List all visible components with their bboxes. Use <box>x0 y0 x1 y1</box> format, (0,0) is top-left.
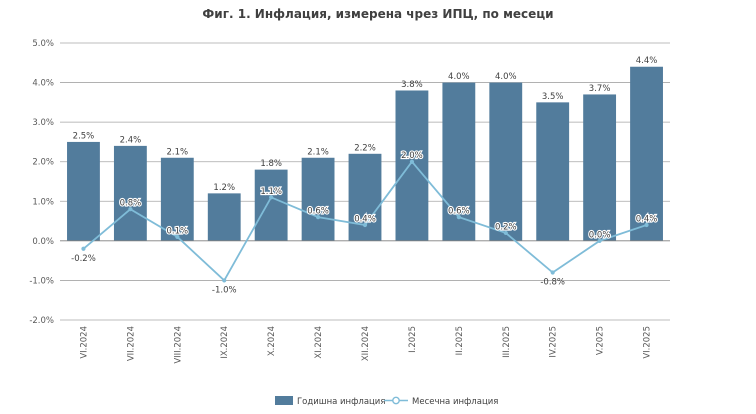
bar-data-label: 2.2% <box>354 143 376 153</box>
line-point <box>503 230 508 236</box>
line-data-label: 0.8% <box>120 199 142 209</box>
bar <box>207 193 241 241</box>
bar-data-label: 1.8% <box>260 159 282 169</box>
bar <box>395 90 429 241</box>
bar-series <box>67 66 663 241</box>
x-axis-ticks: VI.2024 VII.2024 VIII.2024 IX.2024 X.2024 XI.… <box>79 326 652 364</box>
x-tick-label: III.2025 <box>502 326 512 358</box>
bar <box>630 66 663 241</box>
line-data-label: 0.4% <box>354 215 376 225</box>
line-point <box>128 207 133 212</box>
y-tick-label: -1.0% <box>29 276 54 286</box>
line-point <box>81 246 86 251</box>
x-tick-label: VI.2025 <box>643 326 653 359</box>
bar <box>489 82 523 241</box>
bar-data-label: 2.5% <box>73 131 95 141</box>
bar-data-label: 4.4% <box>636 56 658 66</box>
bar-data-label: 3.5% <box>542 92 564 102</box>
line-data-label: 0.0% <box>589 230 611 240</box>
y-tick-label: -2.0% <box>29 316 54 326</box>
x-tick-label: VII.2024 <box>126 326 136 361</box>
legend-swatch-marker <box>392 396 400 405</box>
line-point <box>550 270 555 275</box>
line-point <box>175 234 180 239</box>
bar-data-label: 3.8% <box>401 80 423 90</box>
bar <box>536 102 570 241</box>
line-point <box>269 195 274 200</box>
line-data-label: 0.4% <box>636 215 658 225</box>
bar <box>583 94 617 241</box>
legend: Годишна инфлация Месечна инфлация <box>275 396 498 407</box>
line-series <box>81 159 649 283</box>
x-tick-label: VIII.2024 <box>173 326 183 364</box>
line-data-labels: -0.2% 0.8% 0.1% -1.0% 1.1% 0.6% 0.4% 2.0% 0.6% 0.… <box>71 150 658 295</box>
x-tick-label: I.2025 <box>408 326 418 353</box>
line-data-label: -1.0% <box>212 285 237 295</box>
bar-data-label: 1.2% <box>213 183 235 193</box>
bar <box>254 169 288 241</box>
bar <box>67 141 100 241</box>
line-data-label: 0.2% <box>495 222 517 232</box>
y-tick-label: 1.0% <box>32 197 54 207</box>
bar <box>301 157 335 241</box>
y-axis-ticks: -2.0% -1.0% 0.0% 1.0% 2.0% 3.0% 4.0% 5.0% <box>29 39 54 326</box>
legend-label-line: Месечна инфлация <box>412 397 498 407</box>
line-data-label: 0.1% <box>167 226 189 236</box>
x-tick-label: X.2024 <box>267 326 277 356</box>
bar <box>160 157 194 241</box>
y-tick-label: 0.0% <box>32 237 54 247</box>
bar <box>442 82 476 241</box>
bar-data-label: 3.7% <box>589 84 611 94</box>
line-point <box>362 222 368 228</box>
legend-swatch-bar <box>275 396 293 405</box>
legend-label-bar: Годишна инфлация <box>297 397 385 407</box>
bar-data-label: 4.0% <box>448 72 470 82</box>
line-point <box>644 222 649 228</box>
line-point <box>409 159 415 164</box>
line-data-label: 2.0% <box>401 151 423 161</box>
line-point <box>222 278 227 283</box>
x-tick-label: XII.2024 <box>361 326 371 361</box>
line-data-label: -0.2% <box>71 254 96 264</box>
line-data-label: 0.6% <box>448 207 470 217</box>
bar-data-label: 2.1% <box>307 147 329 157</box>
y-tick-label: 4.0% <box>32 79 54 89</box>
bar-data-labels: 2.5% 2.4% 2.1% 1.2% 1.8% 2.1% 2.2% 3.8% 4.0% 4.0%… <box>73 56 658 193</box>
line-data-label: 1.1% <box>260 187 282 197</box>
line-data-label: 0.6% <box>307 207 329 217</box>
x-tick-label: II.2025 <box>455 326 465 355</box>
x-tick-label: IX.2024 <box>220 326 230 359</box>
line-data-label: -0.8% <box>540 278 565 288</box>
bar <box>113 145 147 241</box>
line-point <box>315 215 321 220</box>
x-tick-label: V.2025 <box>596 326 606 355</box>
line-point <box>456 215 461 220</box>
x-tick-label: XI.2024 <box>314 326 324 359</box>
line-point <box>597 238 602 243</box>
chart-title: Фиг. 1. Инфлация, измерена чрез ИПЦ, по … <box>202 7 554 21</box>
bar-data-label: 2.1% <box>167 147 189 157</box>
bar-data-label: 2.4% <box>120 135 142 145</box>
x-tick-label: VI.2024 <box>79 326 89 359</box>
y-tick-label: 2.0% <box>32 158 54 168</box>
y-tick-label: 5.0% <box>32 39 54 49</box>
x-tick-label: IV.2025 <box>549 326 559 358</box>
y-tick-label: 3.0% <box>32 118 54 128</box>
bar-data-label: 4.0% <box>495 72 517 82</box>
bar <box>348 153 382 241</box>
